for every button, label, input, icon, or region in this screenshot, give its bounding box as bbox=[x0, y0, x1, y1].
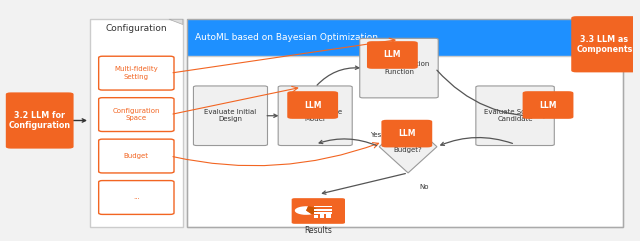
Polygon shape bbox=[169, 19, 183, 25]
FancyBboxPatch shape bbox=[6, 92, 74, 149]
FancyBboxPatch shape bbox=[90, 19, 183, 227]
FancyBboxPatch shape bbox=[523, 91, 573, 119]
FancyBboxPatch shape bbox=[572, 16, 638, 72]
Text: Configuration
Space: Configuration Space bbox=[113, 108, 160, 121]
Text: ...: ... bbox=[133, 194, 140, 201]
Text: LLM: LLM bbox=[398, 129, 415, 138]
FancyBboxPatch shape bbox=[187, 19, 623, 56]
Text: Budget: Budget bbox=[124, 153, 149, 159]
Wedge shape bbox=[295, 206, 312, 215]
Text: LLM: LLM bbox=[304, 100, 321, 109]
FancyBboxPatch shape bbox=[99, 181, 174, 214]
FancyBboxPatch shape bbox=[476, 86, 554, 146]
Text: Evaluate Initial
Design: Evaluate Initial Design bbox=[204, 109, 257, 122]
FancyBboxPatch shape bbox=[99, 98, 174, 132]
Text: Yes: Yes bbox=[371, 132, 381, 138]
Text: Apply Acquisition
Function: Apply Acquisition Function bbox=[369, 61, 429, 75]
Text: 3.3 LLM as
Components: 3.3 LLM as Components bbox=[576, 34, 633, 54]
Text: No: No bbox=[419, 184, 429, 190]
FancyBboxPatch shape bbox=[99, 56, 174, 90]
Bar bbox=[314, 215, 318, 218]
Polygon shape bbox=[380, 120, 437, 173]
FancyBboxPatch shape bbox=[367, 41, 418, 69]
FancyBboxPatch shape bbox=[360, 38, 438, 98]
Bar bbox=[314, 212, 332, 214]
Text: Build Surrogate
Model: Build Surrogate Model bbox=[288, 109, 342, 122]
FancyBboxPatch shape bbox=[381, 120, 432, 147]
Bar bbox=[314, 206, 332, 208]
Bar bbox=[320, 213, 324, 218]
Text: Multi-fidelity
Setting: Multi-fidelity Setting bbox=[115, 66, 158, 80]
Bar bbox=[314, 209, 332, 211]
Wedge shape bbox=[306, 206, 317, 214]
FancyBboxPatch shape bbox=[193, 86, 268, 146]
Text: LLM: LLM bbox=[540, 100, 557, 109]
Text: AutoML based on Bayesian Optimization: AutoML based on Bayesian Optimization bbox=[195, 33, 378, 42]
FancyBboxPatch shape bbox=[292, 198, 345, 224]
Text: Still
Budget?: Still Budget? bbox=[394, 140, 422, 154]
Text: Results: Results bbox=[305, 227, 332, 235]
FancyBboxPatch shape bbox=[278, 86, 352, 146]
Text: LLM: LLM bbox=[383, 50, 401, 60]
FancyBboxPatch shape bbox=[99, 139, 174, 173]
Bar bbox=[326, 214, 331, 218]
Text: Configuration: Configuration bbox=[106, 24, 167, 33]
Text: Evaluate Solution
Candidate: Evaluate Solution Candidate bbox=[484, 109, 546, 122]
FancyBboxPatch shape bbox=[287, 91, 338, 119]
FancyBboxPatch shape bbox=[187, 56, 623, 227]
Text: 3.2 LLM for
Configuration: 3.2 LLM for Configuration bbox=[8, 111, 71, 130]
